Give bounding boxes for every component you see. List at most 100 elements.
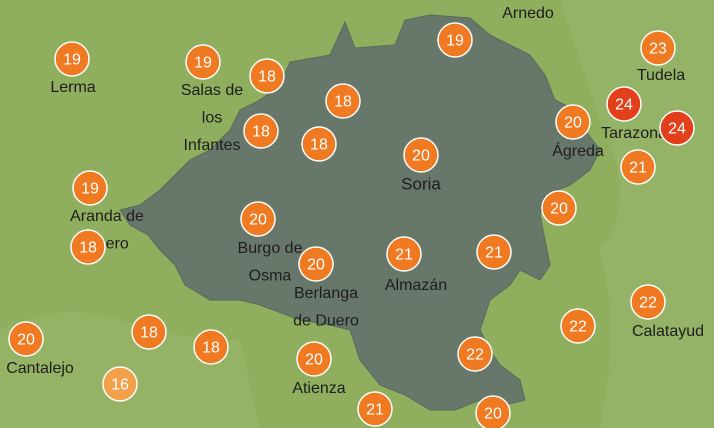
temperature-marker: 18 xyxy=(249,58,285,94)
marker-circle xyxy=(185,44,221,80)
marker-value: 22 xyxy=(466,347,484,364)
marker-circle xyxy=(131,314,167,350)
marker-circle xyxy=(541,190,577,226)
temperature-marker: 18 xyxy=(70,229,106,265)
temperature-marker: 19 xyxy=(185,44,221,80)
marker-value: 16 xyxy=(111,377,129,394)
place-label: Almazán xyxy=(385,277,447,294)
marker-value: 21 xyxy=(395,247,413,264)
temperature-marker: 20 xyxy=(555,104,591,140)
place-labels: Arnedo Lerma Salas de los Infantes Tudela Tara… xyxy=(6,5,704,397)
marker-value: 18 xyxy=(202,340,220,357)
marker-circle xyxy=(54,41,90,77)
place-label: los xyxy=(202,110,222,127)
marker-circle xyxy=(70,229,106,265)
marker-circle xyxy=(102,366,138,402)
place-label: Berlanga xyxy=(294,285,358,302)
marker-value: 24 xyxy=(668,121,686,138)
marker-circle xyxy=(357,391,393,427)
marker-value: 21 xyxy=(629,160,647,177)
place-label: de Duero xyxy=(293,313,359,330)
marker-value: 18 xyxy=(140,325,158,342)
temperature-marker: 20 xyxy=(541,190,577,226)
marker-circle xyxy=(249,58,285,94)
marker-circle xyxy=(296,341,332,377)
marker-circle xyxy=(659,110,695,146)
place-label: Tarazona xyxy=(601,125,667,142)
temperature-marker: 18 xyxy=(301,126,337,162)
marker-circle xyxy=(403,137,439,173)
marker-value: 20 xyxy=(550,201,568,218)
marker-circle xyxy=(630,284,666,320)
marker-circle xyxy=(193,329,229,365)
temperature-marker: 22 xyxy=(457,336,493,372)
temperature-marker: 24 xyxy=(606,86,642,122)
marker-circle xyxy=(301,126,337,162)
marker-value: 22 xyxy=(569,319,587,336)
marker-value: 20 xyxy=(412,148,430,165)
marker-value: 18 xyxy=(258,69,276,86)
place-label: Arnedo xyxy=(502,5,554,22)
province-soria xyxy=(119,14,601,411)
place-label: Soria xyxy=(401,174,441,193)
relief xyxy=(560,0,714,428)
marker-value: 22 xyxy=(639,295,657,312)
marker-value: 24 xyxy=(615,97,633,114)
temperature-marker: 21 xyxy=(357,391,393,427)
temperature-marker: 20 xyxy=(240,201,276,237)
temperature-marker: 19 xyxy=(72,170,108,206)
temperature-marker: 19 xyxy=(54,41,90,77)
marker-circle xyxy=(476,234,512,270)
marker-circle xyxy=(606,86,642,122)
marker-value: 18 xyxy=(310,137,328,154)
marker-value: 20 xyxy=(307,257,325,274)
marker-circle xyxy=(475,395,511,428)
marker-value: 20 xyxy=(484,406,502,423)
temperature-marker: 22 xyxy=(630,284,666,320)
marker-value: 19 xyxy=(81,181,99,198)
marker-circle xyxy=(325,83,361,119)
temperature-marker: 22 xyxy=(560,308,596,344)
temperature-marker: 23 xyxy=(640,30,676,66)
place-label: Cantalejo xyxy=(6,360,74,377)
marker-circle xyxy=(555,104,591,140)
temperature-marker: 18 xyxy=(131,314,167,350)
temperature-marker: 21 xyxy=(386,236,422,272)
marker-circle xyxy=(8,321,44,357)
marker-value: 21 xyxy=(366,402,384,419)
place-label: Atienza xyxy=(292,380,345,397)
place-label: Tudela xyxy=(637,67,685,84)
place-label: Infantes xyxy=(184,137,241,154)
marker-circle xyxy=(298,246,334,282)
temperature-marker: 20 xyxy=(403,137,439,173)
temperature-marker: 18 xyxy=(243,113,279,149)
temperature-marker: 21 xyxy=(476,234,512,270)
marker-value: 19 xyxy=(194,55,212,72)
marker-circle xyxy=(240,201,276,237)
temperature-marker: 21 xyxy=(620,149,656,185)
marker-value: 19 xyxy=(63,52,81,69)
temperature-marker: 18 xyxy=(193,329,229,365)
marker-circle xyxy=(243,113,279,149)
marker-circle xyxy=(72,170,108,206)
marker-value: 23 xyxy=(649,41,667,58)
temperature-marker: 19 xyxy=(437,22,473,58)
marker-circle xyxy=(386,236,422,272)
place-label: Burgo de xyxy=(238,240,303,257)
marker-value: 19 xyxy=(446,33,464,50)
marker-value: 18 xyxy=(79,240,97,257)
place-label: Calatayud xyxy=(632,323,704,340)
marker-circle xyxy=(437,22,473,58)
marker-value: 18 xyxy=(252,124,270,141)
marker-circle xyxy=(640,30,676,66)
temperature-marker: 20 xyxy=(298,246,334,282)
marker-circle xyxy=(620,149,656,185)
temperature-marker: 24 xyxy=(659,110,695,146)
marker-value: 20 xyxy=(564,115,582,132)
temperature-marker: 18 xyxy=(325,83,361,119)
marker-value: 18 xyxy=(334,94,352,111)
temperature-marker: 20 xyxy=(8,321,44,357)
place-label: Ágreda xyxy=(552,141,604,160)
place-label: Osma xyxy=(249,268,292,285)
marker-value: 20 xyxy=(249,212,267,229)
